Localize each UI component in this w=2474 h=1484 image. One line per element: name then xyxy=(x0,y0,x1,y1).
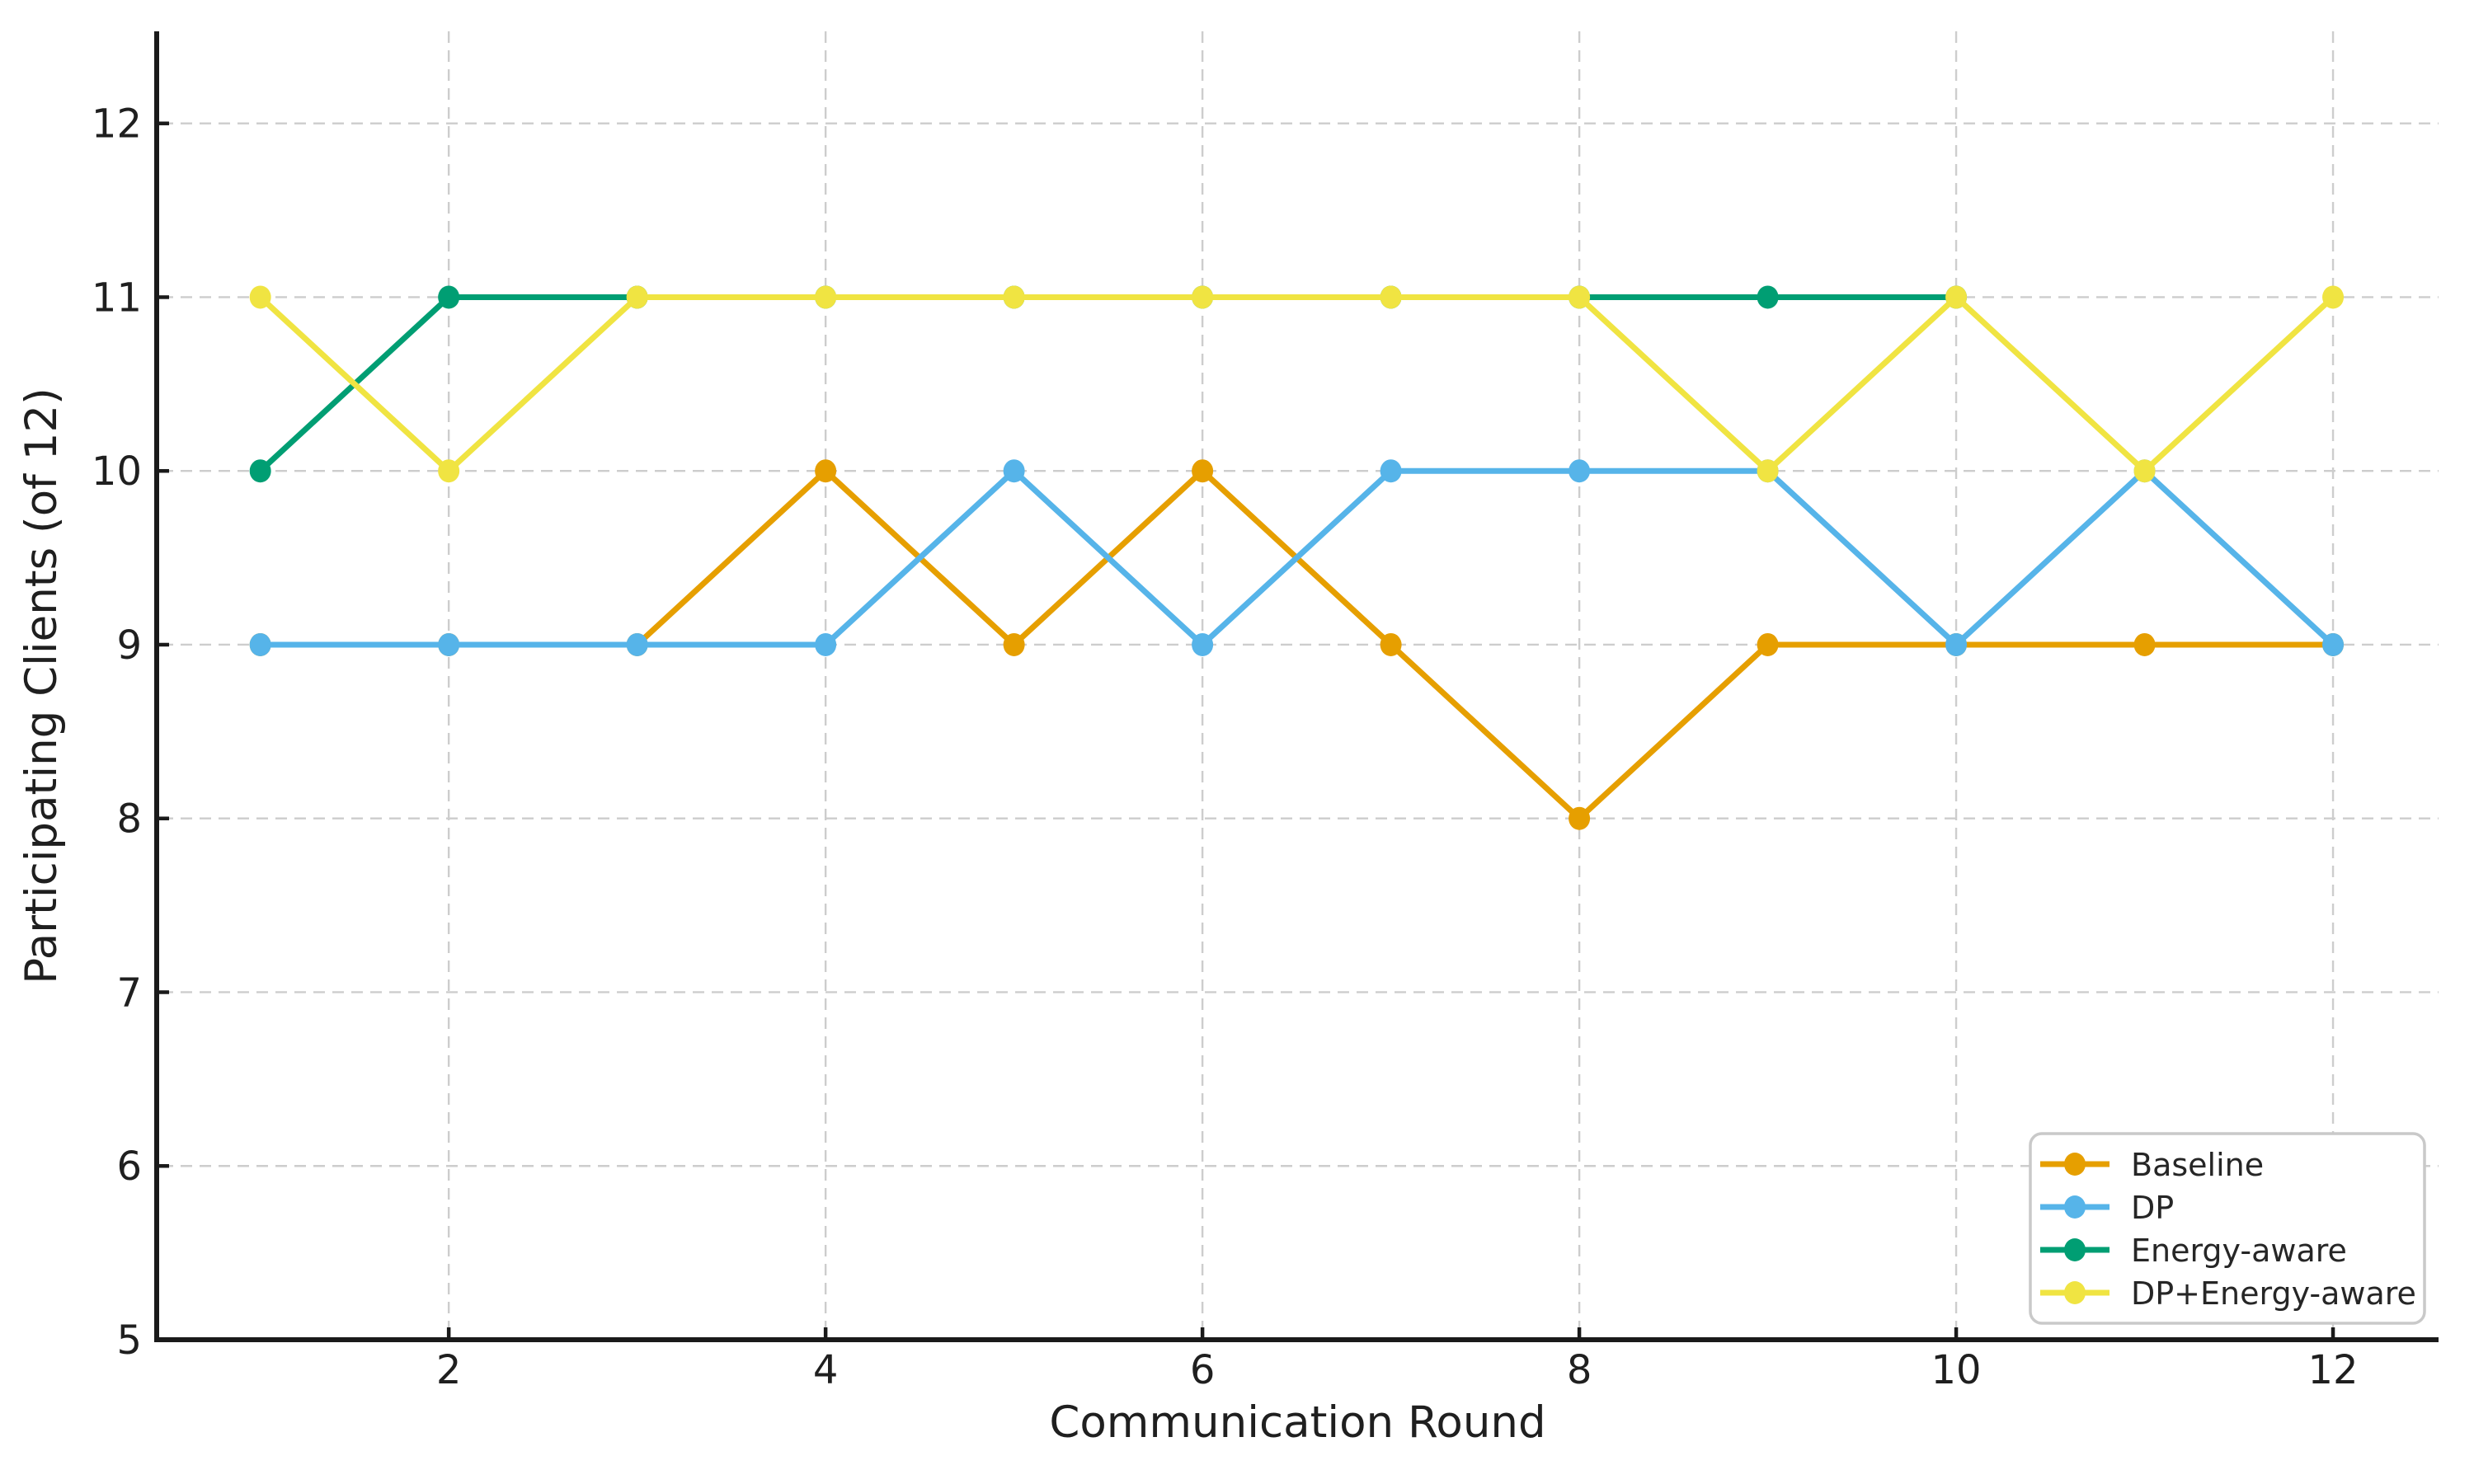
y-tick-label-10: 10 xyxy=(92,448,142,495)
legend-label: DP xyxy=(2131,1190,2174,1226)
data-point xyxy=(1192,632,1214,656)
data-point xyxy=(2322,632,2345,656)
data-point xyxy=(2133,632,2156,656)
y-tick-label-7: 7 xyxy=(116,970,142,1016)
legend-marker xyxy=(2064,1153,2086,1176)
data-point xyxy=(1003,459,1025,483)
series-energy-aware xyxy=(249,285,1968,483)
data-point xyxy=(815,285,837,309)
series-dp xyxy=(249,459,2345,656)
y-axis-label: Participating Clients (of 12) xyxy=(16,387,67,984)
data-point xyxy=(1380,285,1402,309)
series-line-dp-energy-aware xyxy=(258,294,2335,474)
data-point xyxy=(438,632,460,656)
series-dp-energy-aware xyxy=(249,285,2345,483)
x-tick-label-6: 6 xyxy=(1190,1347,1216,1393)
data-point xyxy=(1003,632,1025,656)
data-point xyxy=(1945,285,1968,309)
data-point xyxy=(1380,632,1402,656)
data-point xyxy=(626,285,648,309)
data-point xyxy=(438,285,460,309)
series-line-energy-aware xyxy=(258,294,1957,473)
data-point xyxy=(1569,285,1591,309)
legend-marker xyxy=(2064,1195,2086,1219)
x-tick-label-2: 2 xyxy=(436,1347,462,1393)
data-point xyxy=(626,632,648,656)
data-point xyxy=(1192,285,1214,309)
y-tick-label-11: 11 xyxy=(92,275,142,321)
data-point xyxy=(438,459,460,483)
data-point xyxy=(1003,285,1025,309)
legend-marker xyxy=(2064,1238,2086,1261)
y-tick-label-6: 6 xyxy=(116,1144,142,1190)
data-point xyxy=(2133,459,2156,483)
tick-marks xyxy=(157,121,2335,1342)
x-axis-label: Communication Round xyxy=(1049,1397,1545,1448)
data-point xyxy=(1945,632,1968,656)
tick-labels: 5 6 7 8 9 10 11 12 2 4 6 8 10 12 xyxy=(92,101,2359,1393)
data-point xyxy=(1757,632,1779,656)
legend-label: Baseline xyxy=(2131,1147,2264,1183)
data-point xyxy=(1380,459,1402,483)
x-tick-label-8: 8 xyxy=(1567,1347,1592,1393)
series-line-dp xyxy=(260,467,2335,648)
y-tick-label-8: 8 xyxy=(116,796,142,843)
data-point xyxy=(249,632,271,656)
legend-item-dp: DP xyxy=(2040,1190,2174,1226)
legend-item-dp-energy-aware: DP+Energy-aware xyxy=(2040,1275,2416,1312)
legend-label: DP+Energy-aware xyxy=(2131,1275,2416,1312)
gridlines xyxy=(162,31,2439,1341)
legend: Baseline DP Energy-aware DP+Energy-aware xyxy=(2029,1132,2426,1325)
x-tick-label-12: 12 xyxy=(2308,1347,2359,1393)
x-tick-label-4: 4 xyxy=(813,1347,839,1393)
data-point xyxy=(2322,285,2345,309)
data-point xyxy=(815,632,837,656)
data-point xyxy=(1569,459,1591,483)
y-tick-label-9: 9 xyxy=(116,622,142,669)
legend-item-baseline: Baseline xyxy=(2040,1147,2264,1183)
legend-label: Energy-aware xyxy=(2131,1233,2347,1269)
data-point xyxy=(1757,285,1779,309)
data-point xyxy=(249,459,271,483)
data-point xyxy=(249,285,271,309)
data-point xyxy=(1192,459,1214,483)
legend-marker xyxy=(2064,1281,2086,1304)
axes xyxy=(154,31,2439,1342)
x-tick-label-10: 10 xyxy=(1931,1347,1982,1393)
data-point xyxy=(815,459,837,483)
y-tick-label-5: 5 xyxy=(116,1317,142,1364)
data-point xyxy=(1569,806,1591,830)
legend-box xyxy=(2029,1132,2426,1325)
y-tick-label-12: 12 xyxy=(92,101,142,148)
data-point xyxy=(1757,459,1779,483)
legend-item-energy-aware: Energy-aware xyxy=(2040,1233,2347,1269)
